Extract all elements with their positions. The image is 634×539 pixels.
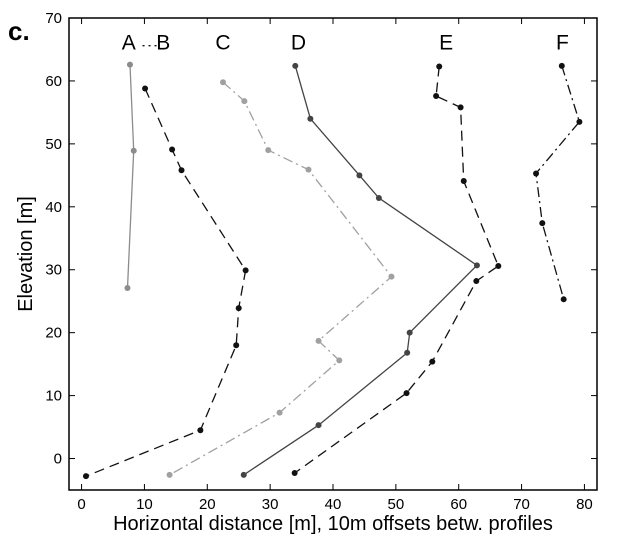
series-D (240, 62, 480, 478)
x-tick-label: 70 (513, 496, 530, 513)
data-point (560, 296, 567, 303)
data-point (315, 422, 322, 429)
data-point (242, 267, 249, 274)
data-point (305, 166, 312, 173)
data-point (460, 177, 467, 184)
data-point (291, 470, 298, 477)
series-label: C (215, 31, 230, 54)
series-label: D (291, 31, 306, 54)
data-point (403, 390, 410, 397)
series-line (85, 88, 247, 477)
y-tick-label: 20 (45, 325, 62, 342)
data-point (265, 147, 272, 154)
series-label: B (156, 31, 170, 54)
y-tick-label: 40 (45, 199, 62, 216)
x-tick-label: 10 (136, 496, 153, 513)
data-point (220, 79, 226, 86)
y-tick-label: 10 (45, 388, 62, 405)
data-point (124, 284, 131, 291)
data-point (558, 62, 565, 69)
series-F (533, 62, 583, 303)
data-point (576, 118, 583, 125)
data-point (240, 471, 247, 478)
data-point (495, 262, 502, 269)
series-B (82, 85, 249, 480)
panel-label: c. (8, 16, 30, 46)
series-layer (82, 61, 583, 480)
data-point (336, 357, 343, 364)
data-point (404, 349, 411, 356)
series-E (291, 63, 502, 477)
data-point (473, 278, 480, 285)
y-axis-title: Elevation [m] (15, 196, 37, 312)
data-point (142, 85, 149, 92)
data-point (166, 471, 173, 478)
y-tick-label: 30 (45, 262, 62, 279)
x-tick-label: 40 (325, 496, 342, 513)
series-line (294, 66, 500, 474)
x-tick-label: 0 (77, 496, 85, 513)
data-point (315, 337, 322, 344)
y-tick-label: 70 (45, 10, 62, 27)
series-label: A (122, 31, 136, 54)
x-tick-label: 80 (576, 496, 593, 513)
series-C (166, 79, 395, 478)
data-point (235, 305, 242, 312)
y-tick-label: 0 (54, 451, 62, 468)
data-point (82, 473, 89, 480)
data-point (356, 172, 363, 179)
plot-frame (68, 17, 598, 491)
data-point (533, 170, 540, 177)
axis-ticks (69, 17, 597, 490)
y-tick-label: 60 (45, 73, 62, 90)
x-tick-label: 30 (262, 496, 279, 513)
data-point (406, 329, 413, 336)
series-line (169, 81, 393, 476)
series-line (126, 64, 135, 289)
series-label: F (556, 31, 569, 54)
series-A (124, 61, 137, 291)
data-point (169, 146, 176, 153)
data-point (307, 115, 314, 122)
data-point (375, 194, 382, 201)
x-tick-label: 50 (388, 496, 405, 513)
data-point (130, 147, 137, 154)
data-point (292, 62, 299, 69)
data-point (197, 427, 204, 434)
series-line (535, 65, 581, 300)
data-point (126, 61, 133, 68)
data-point (233, 342, 240, 349)
data-point (388, 273, 395, 280)
data-point (433, 93, 440, 100)
data-point (539, 220, 546, 227)
tick-labels: 0 10 20 30 40 50 60 70 80 0 10 20 30 40 50 60 70 (45, 10, 592, 513)
data-point (429, 358, 436, 365)
data-point (276, 409, 283, 416)
x-tick-label: 60 (450, 496, 467, 513)
data-point (241, 98, 248, 105)
x-tick-label: 20 (199, 496, 216, 513)
y-tick-label: 50 (45, 136, 62, 153)
data-point (457, 104, 464, 111)
x-axis-title: Horizontal distance [m], 10m offsets bet… (113, 513, 553, 535)
series-label: E (439, 31, 453, 54)
data-point (178, 167, 185, 174)
data-point (436, 63, 443, 70)
data-point (473, 262, 480, 269)
